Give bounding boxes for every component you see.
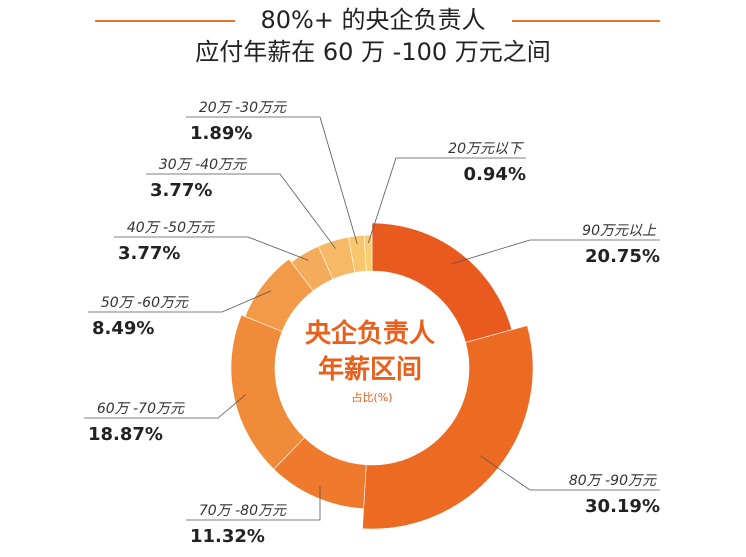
slice-label-value: 30.19% [585,496,660,517]
leader-line [451,239,660,265]
chart-title-line-2: 应付年薪在 60 万 -100 万元之间 [195,38,551,66]
slice-label-category: 20万 -30万元 [199,100,287,116]
slice-label-value: 1.89% [190,123,252,144]
title-accent-line-right [512,20,660,22]
center-title-line-2: 年薪区间 [318,354,422,385]
leader-line [88,290,272,313]
chart-title: 80%+ 的央企负责人 应付年薪在 60 万 -100 万元之间 [0,4,746,68]
slice-labels: 90万元以上 20.75% 80万 -90万元 30.19% 70万 -80万元 11.3… [88,100,660,547]
donut-slice [230,314,305,470]
center-subtitle: 占比(%) [351,390,392,404]
leader-line [367,157,526,244]
slice-label-category: 40万 -50万元 [127,220,215,236]
slice-label-category: 80万 -90万元 [569,473,657,489]
chart-title-line-1: 80%+ 的央企负责人 [260,6,486,34]
slice-label-category: 70万 -80万元 [199,503,287,519]
leader-lines [84,116,660,521]
donut-slice [363,234,373,272]
slice-label-category: 90万元以上 [582,223,657,239]
leader-line [186,116,358,244]
center-title-line-1: 央企负责人 [305,318,435,349]
slice-label-value: 11.32% [190,526,265,547]
leader-line [479,455,660,491]
slice-label-category: 20万元以下 [448,141,524,157]
slice-label-value: 18.87% [88,424,163,445]
leader-line [114,236,309,261]
slice-label-value: 3.77% [150,180,212,201]
leader-line [146,173,336,249]
donut-slice [362,325,534,530]
slice-label-value: 3.77% [118,243,180,264]
slice-label-category: 60万 -70万元 [97,401,185,417]
slice-label-value: 8.49% [92,318,154,339]
donut-center-text: 央企负责人 年薪区间 占比(%) [305,318,435,404]
donut-slices [230,222,534,530]
slice-label-category: 50万 -60万元 [101,295,189,311]
leader-line [186,486,321,521]
slice-label-category: 30万 -40万元 [159,157,247,173]
slice-label-value: 20.75% [585,246,660,267]
slice-label-value: 0.94% [464,164,526,185]
leader-line [84,394,247,419]
title-accent-line-left [95,20,235,22]
